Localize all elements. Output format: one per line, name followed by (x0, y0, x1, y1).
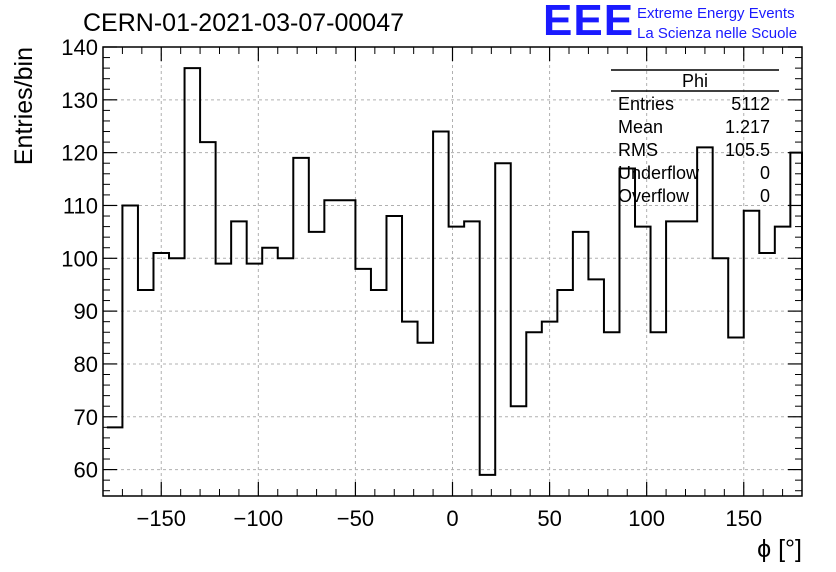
chart-title: CERN-01-2021-03-07-00047 (83, 9, 405, 37)
y-tick-label: 140 (61, 35, 98, 60)
x-tick-label: −150 (136, 506, 186, 531)
stats-row-value: 5112 (731, 94, 770, 114)
y-tick-label: 60 (74, 458, 98, 483)
plot-frame (102, 46, 803, 497)
x-tick-label: −100 (234, 506, 284, 531)
logo-subtitle-line1: Extreme Energy Events (637, 5, 795, 22)
stats-row-value: 1.217 (725, 117, 770, 137)
tick-labels: −150 −100 −50 0 50 100 150 60 70 80 90 100 110 120 130… (61, 35, 762, 531)
y-tick-label: 110 (63, 193, 98, 218)
stats-row-value: 105.5 (725, 140, 770, 160)
y-tick-label: 90 (74, 299, 98, 324)
eee-logo: EEE (543, 0, 635, 45)
y-tick-label: 100 (61, 246, 98, 271)
histogram-outline (106, 67, 803, 476)
x-axis-title: ϕ [°] (757, 535, 802, 563)
stats-row-value: 0 (760, 163, 770, 183)
logo-subtitle-line2: La Scienza nelle Scuole (637, 25, 798, 42)
stats-row-label: RMS (618, 140, 658, 160)
stats-box: Phi Entries 5112 Mean 1.217 RMS 105.5 Underflo… (611, 69, 779, 206)
y-tick-label: 80 (74, 352, 98, 377)
stats-row-label: Overflow (618, 186, 690, 206)
x-tick-label: 150 (725, 506, 762, 531)
x-tick-label: −50 (337, 506, 374, 531)
stats-box-rows: Entries 5112 Mean 1.217 RMS 105.5 Underflow 0 Ov… (618, 94, 770, 206)
y-tick-label: 130 (61, 88, 98, 113)
x-tick-label: 100 (628, 506, 665, 531)
x-tick-label: 0 (446, 506, 458, 531)
stats-row-value: 0 (760, 186, 770, 206)
stats-box-name: Phi (682, 71, 708, 91)
stats-row-label: Underflow (618, 163, 700, 183)
x-tick-label: 50 (537, 506, 561, 531)
y-tick-label: 120 (61, 141, 98, 166)
y-axis-title: Entries/bin (10, 47, 38, 165)
stats-row-label: Entries (618, 94, 674, 114)
stats-row-label: Mean (618, 117, 663, 137)
grid-lines (103, 47, 802, 496)
y-tick-label: 70 (74, 405, 98, 430)
